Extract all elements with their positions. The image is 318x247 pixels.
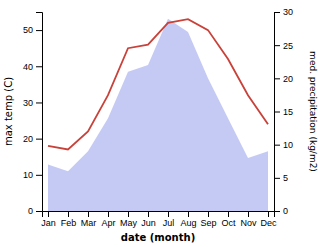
x-axis: Jan Feb Mar Apr MayJun Jul Aug Sep Oct NovDec [41, 211, 277, 228]
tick: 40 [23, 62, 42, 72]
tick-mark [48, 211, 49, 217]
tick-label: Aug [180, 218, 196, 228]
tick-label: 10 [283, 140, 293, 150]
tick-mark [274, 178, 280, 179]
tick-mark [248, 211, 249, 217]
tick-mark [68, 211, 69, 217]
tick-label: Nov [240, 218, 257, 228]
tick: Dec [260, 211, 277, 228]
tick: 5 [274, 173, 288, 183]
tick-mark [228, 211, 229, 217]
y2-axis-title: med. precipitation (kg/m2) [308, 51, 318, 172]
tick-label: 30 [283, 7, 293, 17]
tick-mark [36, 211, 42, 212]
tick-label: 0 [283, 206, 288, 216]
tick: 15 [274, 107, 293, 117]
plot-area: Jan Feb Mar Apr MayJun Jul Aug Sep Oct NovDec 0 10 2… [23, 7, 293, 228]
tick: Feb [61, 211, 77, 228]
tick: 50 [23, 25, 42, 35]
tick: 30 [23, 98, 42, 108]
tick-label: 40 [23, 62, 33, 72]
marks [48, 19, 268, 211]
axis-line [36, 13, 43, 212]
tick-mark [208, 211, 209, 217]
tick: Mar [81, 211, 97, 228]
tick-mark [274, 12, 280, 13]
tick: Jan [41, 211, 56, 228]
tick: 30 [274, 7, 293, 17]
tick-label: 20 [283, 74, 293, 84]
axis-line [43, 212, 275, 218]
tick-label: 50 [23, 25, 33, 35]
tick: Jun [141, 211, 156, 228]
tick-mark [274, 211, 280, 212]
tick-label: 30 [23, 98, 33, 108]
tick: Aug [180, 211, 196, 228]
tick-label: Apr [101, 218, 115, 228]
tick: 0 [274, 206, 288, 216]
tick: 25 [274, 41, 293, 51]
tick-label: 0 [28, 206, 33, 216]
tick: 10 [274, 140, 293, 150]
tick-mark [36, 139, 42, 140]
tick: Oct [221, 211, 236, 228]
tick-label: Jun [141, 218, 156, 228]
tick-mark [36, 66, 42, 67]
tick-mark [274, 112, 280, 113]
tick-mark [274, 145, 280, 146]
tick-label: Dec [260, 218, 277, 228]
tick-mark [188, 211, 189, 217]
y2-axis: 0 5 10 15 20 25 30 [274, 7, 293, 216]
tick-label: May [120, 218, 138, 228]
tick-mark [168, 211, 169, 217]
axis-line [275, 13, 281, 212]
tick-mark [268, 211, 269, 217]
tick-label: Jan [41, 218, 56, 228]
tick: Nov [240, 211, 257, 228]
chart: Jan Feb Mar Apr MayJun Jul Aug Sep Oct NovDec 0 10 2… [0, 0, 318, 247]
tick-label: 25 [283, 41, 293, 51]
tick-mark [36, 175, 42, 176]
tick-mark [88, 211, 89, 217]
tick: 20 [274, 74, 293, 84]
tick: Sep [200, 211, 216, 228]
tick-mark [36, 102, 42, 103]
tick: Jul [163, 211, 175, 228]
tick-label: Oct [221, 218, 236, 228]
tick-label: 15 [283, 107, 293, 117]
x-axis-title: date (month) [121, 232, 195, 243]
tick: May [120, 211, 138, 228]
tick-mark [148, 211, 149, 217]
y-axis: 0 10 20 30 40 50 [23, 13, 43, 217]
temp-line [48, 19, 268, 149]
tick: Apr [101, 211, 115, 228]
tick-label: 20 [23, 134, 33, 144]
tick-mark [274, 78, 280, 79]
tick-label: Mar [81, 218, 97, 228]
tick-label: Feb [61, 218, 77, 228]
tick-mark [108, 211, 109, 217]
tick-label: 5 [283, 173, 288, 183]
precip-area [48, 19, 268, 211]
y-axis-title: max temp (C) [3, 77, 14, 146]
tick-label: 10 [23, 170, 33, 180]
tick: 0 [28, 206, 42, 216]
tick-mark [128, 211, 129, 217]
tick: 20 [23, 134, 42, 144]
tick-mark [36, 30, 42, 31]
tick-label: Jul [163, 218, 175, 228]
tick-mark [274, 45, 280, 46]
tick: 10 [23, 170, 42, 180]
tick-label: Sep [200, 218, 216, 228]
